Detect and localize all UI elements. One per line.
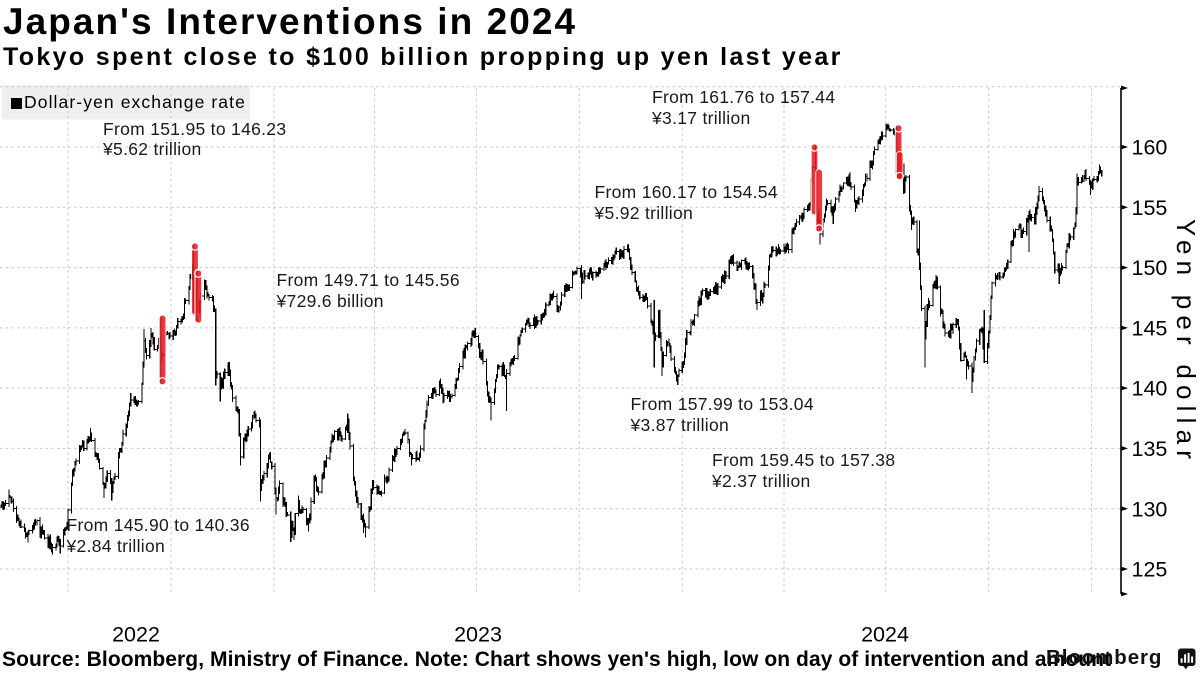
svg-text:Yen per dollar: Yen per dollar [1171,219,1200,465]
svg-text:145: 145 [1132,317,1168,341]
svg-text:2023: 2023 [454,623,502,647]
svg-text:155: 155 [1132,196,1168,220]
svg-text:130: 130 [1132,497,1168,521]
svg-text:2024: 2024 [861,623,909,647]
svg-text:135: 135 [1132,437,1168,461]
svg-text:125: 125 [1132,558,1168,582]
svg-text:140: 140 [1132,377,1168,401]
svg-text:150: 150 [1132,256,1168,280]
svg-text:2022: 2022 [112,623,160,647]
svg-text:160: 160 [1132,136,1168,160]
